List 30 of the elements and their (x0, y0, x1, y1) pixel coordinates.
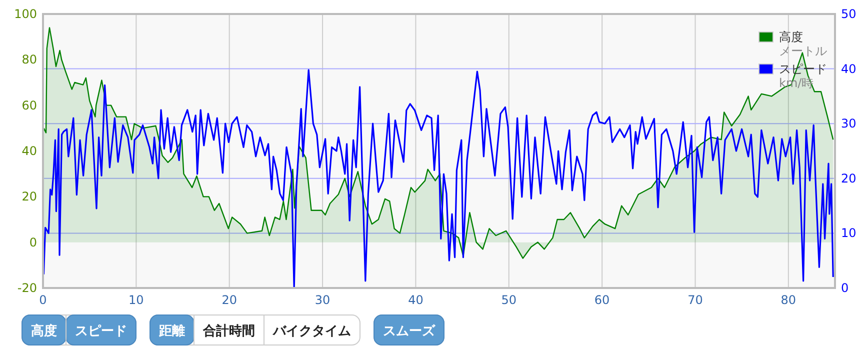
text: 合計時間 (202, 323, 255, 339)
y2-tick-label: 0 (841, 281, 849, 295)
y-tick-label: 20 (22, 190, 37, 204)
y-tick-label: 60 (22, 98, 37, 112)
text: 距離 (158, 324, 185, 339)
x-tick-label: 30 (314, 293, 330, 307)
text: スピード (75, 324, 127, 339)
text: 高度 (31, 323, 57, 339)
x-tick-label: 60 (594, 293, 610, 307)
x-tick-label: 20 (222, 293, 237, 307)
x-tick-label: 10 (128, 293, 144, 307)
y2-tick-label: 40 (841, 62, 856, 76)
x-tick-label: 70 (688, 293, 703, 307)
annotation: メートル (779, 44, 827, 58)
y2-tick-label: 30 (841, 116, 856, 131)
x-tick-label: 0 (39, 293, 47, 307)
y2-tick-label: 20 (841, 171, 856, 186)
y-tick-label: 40 (22, 144, 37, 158)
y2-tick-label: 50 (841, 7, 856, 21)
y-tick-label: 100 (14, 7, 37, 21)
y-tick-label: 0 (29, 235, 37, 250)
y2-tick-label: 10 (841, 226, 856, 240)
y-tick-label: -20 (17, 281, 37, 295)
y-tick-label: 80 (22, 52, 37, 67)
text: スムーズ (383, 324, 436, 339)
x-tick-label: 80 (780, 293, 796, 307)
text: バイクタイム (272, 324, 351, 339)
legend-label: 高度 (779, 30, 803, 44)
x-tick-label: 50 (501, 293, 517, 307)
x-tick-label: 40 (408, 293, 424, 307)
